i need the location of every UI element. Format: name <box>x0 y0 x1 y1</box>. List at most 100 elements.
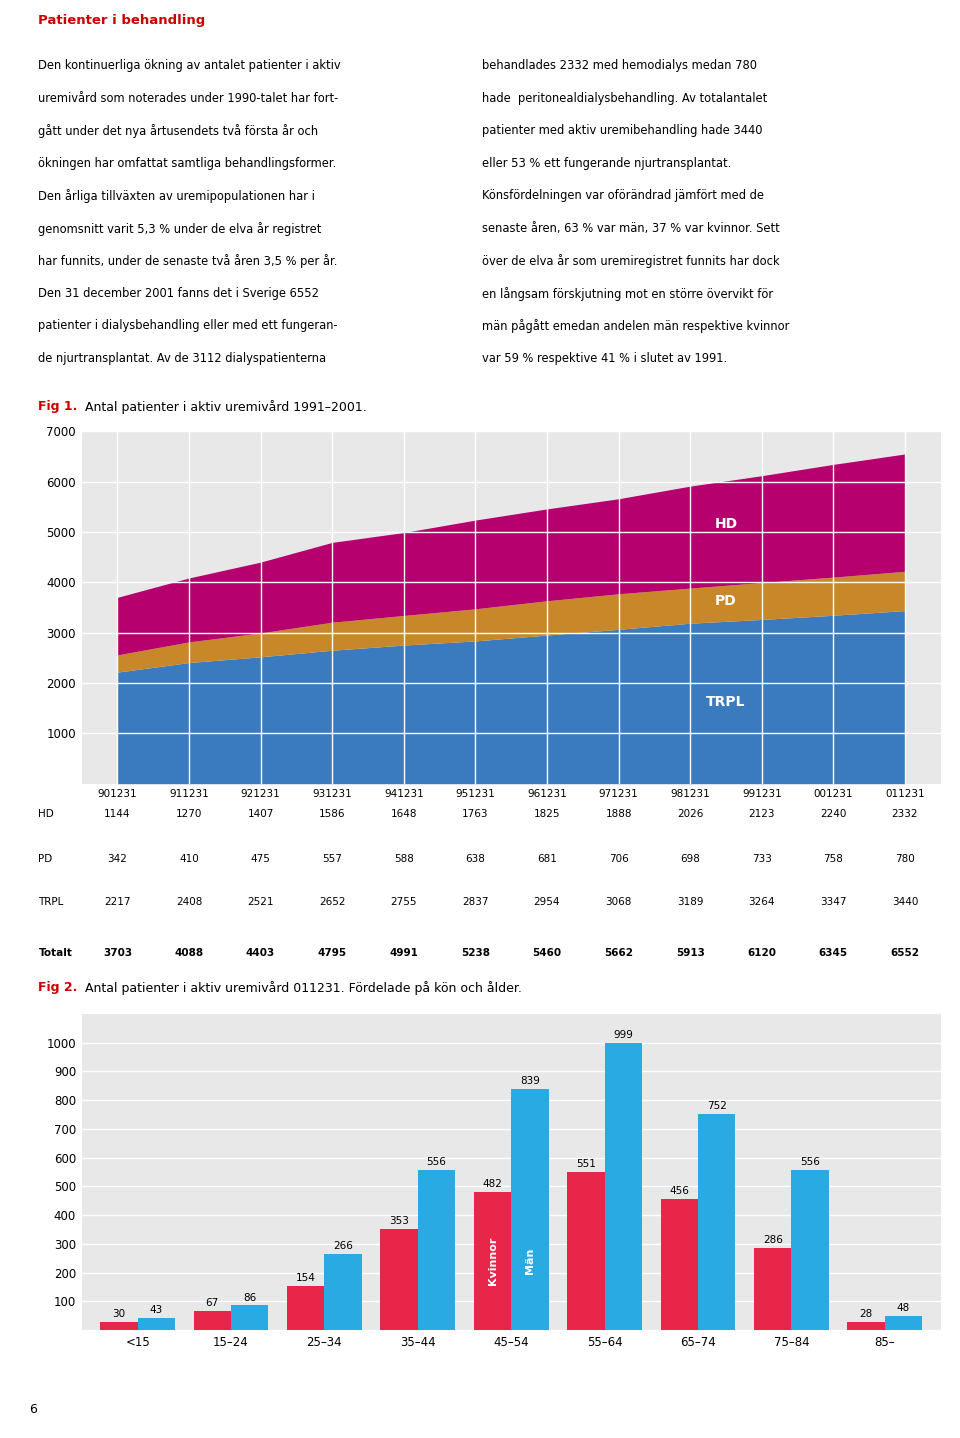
Text: 4795: 4795 <box>318 948 347 958</box>
Text: 2954: 2954 <box>534 897 561 907</box>
Text: 780: 780 <box>895 854 915 864</box>
Text: 1407: 1407 <box>248 810 274 820</box>
Text: 3189: 3189 <box>677 897 704 907</box>
Text: 410: 410 <box>180 854 199 864</box>
Text: 2123: 2123 <box>749 810 775 820</box>
Text: Kvinnor: Kvinnor <box>488 1237 497 1286</box>
Text: en långsam förskjutning mot en större övervikt för: en långsam förskjutning mot en större öv… <box>482 288 773 301</box>
Text: 2652: 2652 <box>319 897 346 907</box>
Text: Patienter i behandling: Patienter i behandling <box>38 14 205 27</box>
Text: 43: 43 <box>150 1304 163 1314</box>
Text: 2026: 2026 <box>677 810 704 820</box>
Text: 456: 456 <box>669 1186 689 1196</box>
Text: 2521: 2521 <box>248 897 274 907</box>
Text: 5913: 5913 <box>676 948 705 958</box>
Text: senaste åren, 63 % var män, 37 % var kvinnor. Sett: senaste åren, 63 % var män, 37 % var kvi… <box>482 221 780 234</box>
Text: PD: PD <box>715 594 737 608</box>
Bar <box>660 1199 698 1330</box>
Text: 67: 67 <box>205 1299 219 1309</box>
Text: 154: 154 <box>296 1273 316 1283</box>
Bar <box>380 1228 418 1330</box>
Text: patienter i dialysbehandling eller med ett fungeran-: patienter i dialysbehandling eller med e… <box>38 319 338 332</box>
Text: Fig 1.: Fig 1. <box>38 400 78 414</box>
Text: 698: 698 <box>681 854 700 864</box>
Text: var 59 % respektive 41 % i slutet av 1991.: var 59 % respektive 41 % i slutet av 199… <box>482 352 727 365</box>
Text: 1648: 1648 <box>391 810 417 820</box>
Text: 3347: 3347 <box>820 897 847 907</box>
Text: Den kontinuerliga ökning av antalet patienter i aktiv: Den kontinuerliga ökning av antalet pati… <box>38 59 341 72</box>
Bar <box>885 1316 923 1330</box>
Text: hade  peritonealdialysbehandling. Av totalantalet: hade peritonealdialysbehandling. Av tota… <box>482 92 767 105</box>
Bar <box>324 1254 362 1330</box>
Text: 2217: 2217 <box>104 897 131 907</box>
Bar <box>287 1286 324 1330</box>
Text: Antal patienter i aktiv uremivård 1991–2001.: Antal patienter i aktiv uremivård 1991–2… <box>81 400 367 414</box>
Text: 3440: 3440 <box>892 897 918 907</box>
Text: 557: 557 <box>323 854 342 864</box>
Text: 6: 6 <box>29 1402 36 1416</box>
Bar <box>605 1043 642 1330</box>
Text: 1270: 1270 <box>176 810 203 820</box>
Text: genomsnitt varit 5,3 % under de elva år registret: genomsnitt varit 5,3 % under de elva år … <box>38 221 322 236</box>
Text: Män: Män <box>525 1248 535 1274</box>
Text: män pågått emedan andelen män respektive kvinnor: män pågått emedan andelen män respektive… <box>482 319 789 334</box>
Bar <box>791 1171 828 1330</box>
Text: 6552: 6552 <box>891 948 920 958</box>
Bar <box>698 1114 735 1330</box>
Bar <box>567 1172 605 1330</box>
Bar <box>754 1248 791 1330</box>
Text: 1825: 1825 <box>534 810 561 820</box>
Text: 6120: 6120 <box>747 948 777 958</box>
Text: Antal patienter i aktiv uremivård 011231. Fördelade på kön och ålder.: Antal patienter i aktiv uremivård 011231… <box>81 981 521 995</box>
Text: 733: 733 <box>752 854 772 864</box>
Text: 556: 556 <box>800 1158 820 1168</box>
Text: 266: 266 <box>333 1241 353 1251</box>
Text: 588: 588 <box>394 854 414 864</box>
Bar <box>418 1171 455 1330</box>
Text: TRPL: TRPL <box>38 897 63 907</box>
Text: 3068: 3068 <box>606 897 632 907</box>
Text: 30: 30 <box>112 1309 126 1319</box>
Text: 2408: 2408 <box>176 897 203 907</box>
Text: 3264: 3264 <box>749 897 775 907</box>
Text: uremivård som noterades under 1990-talet har fort-: uremivård som noterades under 1990-talet… <box>38 92 339 105</box>
Text: 2240: 2240 <box>820 810 847 820</box>
Text: 706: 706 <box>609 854 629 864</box>
Text: 286: 286 <box>763 1235 782 1245</box>
Text: behandlades 2332 med hemodialys medan 780: behandlades 2332 med hemodialys medan 78… <box>482 59 756 72</box>
Bar <box>512 1089 548 1330</box>
Text: 28: 28 <box>859 1309 873 1319</box>
Text: TRPL: TRPL <box>707 695 746 709</box>
Text: HD: HD <box>38 810 54 820</box>
Text: eller 53 % ett fungerande njurtransplantat.: eller 53 % ett fungerande njurtransplant… <box>482 157 731 170</box>
Text: 758: 758 <box>824 854 843 864</box>
Text: 551: 551 <box>576 1159 596 1169</box>
Text: HD: HD <box>714 516 737 531</box>
Text: 999: 999 <box>613 1030 634 1040</box>
Bar <box>231 1306 269 1330</box>
Text: 5238: 5238 <box>461 948 490 958</box>
Text: 1144: 1144 <box>104 810 131 820</box>
Text: 5460: 5460 <box>533 948 562 958</box>
Text: Totalt: Totalt <box>38 948 72 958</box>
Text: 4403: 4403 <box>246 948 276 958</box>
Text: 3703: 3703 <box>103 948 132 958</box>
Text: 48: 48 <box>897 1303 910 1313</box>
Text: 2332: 2332 <box>892 810 919 820</box>
Text: patienter med aktiv uremibehandling hade 3440: patienter med aktiv uremibehandling hade… <box>482 124 762 137</box>
Text: Könsfördelningen var oförändrad jämfört med de: Könsfördelningen var oförändrad jämfört … <box>482 190 764 203</box>
Text: 482: 482 <box>483 1179 502 1189</box>
Text: Den 31 december 2001 fanns det i Sverige 6552: Den 31 december 2001 fanns det i Sverige… <box>38 288 320 301</box>
Text: 4991: 4991 <box>390 948 419 958</box>
Text: 5662: 5662 <box>604 948 633 958</box>
Text: 556: 556 <box>426 1158 446 1168</box>
Text: 6345: 6345 <box>819 948 848 958</box>
Text: PD: PD <box>38 854 53 864</box>
Text: 342: 342 <box>108 854 128 864</box>
Text: 1763: 1763 <box>462 810 489 820</box>
Text: 475: 475 <box>251 854 271 864</box>
Text: har funnits, under de senaste två åren 3,5 % per år.: har funnits, under de senaste två åren 3… <box>38 255 338 269</box>
Bar <box>100 1322 137 1330</box>
Text: 1586: 1586 <box>319 810 346 820</box>
Text: 4088: 4088 <box>175 948 204 958</box>
